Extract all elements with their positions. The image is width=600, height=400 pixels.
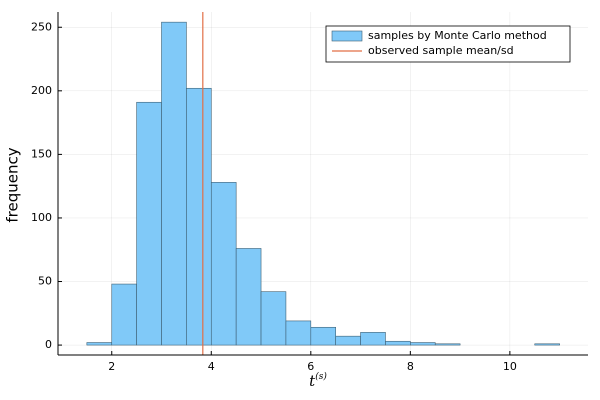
y-tick-label: 100 — [31, 211, 52, 224]
y-tick-label: 250 — [31, 20, 52, 33]
bar — [410, 342, 436, 346]
bar — [534, 343, 560, 346]
y-tick-label: 150 — [31, 147, 52, 160]
bar — [136, 101, 162, 346]
legend-label: observed sample mean/sd — [368, 44, 514, 57]
bar — [210, 182, 237, 346]
bar — [360, 332, 386, 346]
x-axis-label-base: t — [309, 372, 316, 390]
bar — [385, 340, 411, 346]
y-axis-label: frequency — [4, 147, 22, 222]
x-axis-label-superscript: (s) — [315, 371, 327, 382]
legend-label: samples by Monte Carlo method — [368, 29, 547, 42]
bar — [235, 248, 262, 346]
x-axis-label: t(s) — [309, 371, 327, 391]
bar — [260, 291, 287, 346]
legend-swatch — [331, 30, 363, 42]
bar — [186, 87, 212, 346]
bar — [111, 283, 137, 346]
x-tick-label: 8 — [407, 360, 414, 373]
bar — [310, 326, 336, 346]
bar — [161, 21, 187, 346]
x-tick-label: 4 — [208, 360, 215, 373]
legend-box — [325, 25, 571, 63]
y-tick-label: 0 — [45, 338, 52, 351]
x-tick-label: 6 — [307, 360, 314, 373]
y-tick-label: 50 — [38, 275, 52, 288]
bar — [434, 343, 461, 346]
bar — [335, 335, 361, 346]
bar — [86, 342, 113, 346]
x-tick-label: 10 — [503, 360, 517, 373]
bar — [285, 320, 312, 346]
x-tick-label: 2 — [108, 360, 115, 373]
y-tick-label: 200 — [31, 84, 52, 97]
